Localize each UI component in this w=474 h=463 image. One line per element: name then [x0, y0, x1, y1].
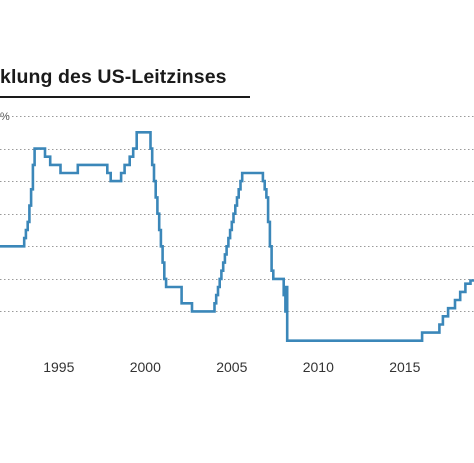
x-tick-label: 2015: [389, 359, 420, 375]
title-underline: [0, 96, 250, 98]
x-tick-label: 2005: [216, 359, 247, 375]
x-tick-label: 2000: [130, 359, 161, 375]
chart-title: klung des US-Leitzinses: [0, 66, 227, 88]
x-axis-ticks: 1995 2000 2005 2010 2015: [43, 359, 420, 375]
gridlines: [0, 116, 474, 312]
x-tick-label: 1995: [43, 359, 74, 375]
series-layer: [0, 131, 474, 342]
series-line: [0, 131, 474, 342]
x-tick-label: 2010: [303, 359, 334, 375]
